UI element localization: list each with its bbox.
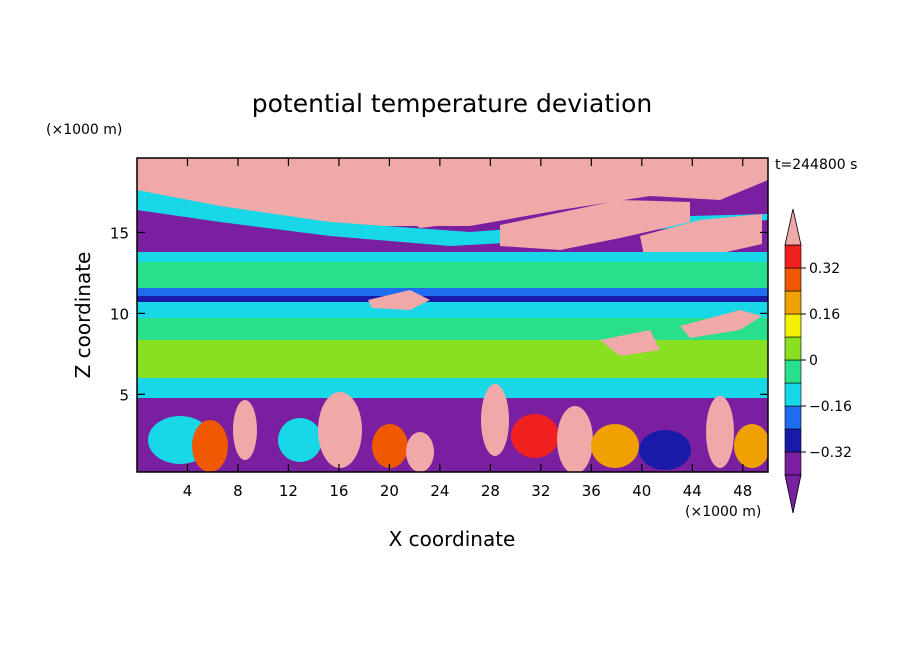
boundary-pink-plume-2 [318,392,362,468]
y-tick-label: 5 [119,386,129,404]
colorbar-band [784,313,802,338]
colorbar-upper-extension [784,208,802,246]
boundary-pink-plume-4 [481,384,509,456]
boundary-amber-eddy [591,424,639,468]
colorbar-tick-label: 0.16 [809,307,840,323]
boundary-pink-plume-3 [406,432,434,472]
boundary-pink-plume-5 [557,406,593,472]
y-axis-label: Z coordinate [71,252,95,379]
colorbar-tick-label: 0 [809,353,818,369]
x-tick-label: 44 [683,482,702,500]
x-tick-label: 16 [329,482,348,500]
mid-navy-stripe [137,296,768,302]
y-axis: 5 10 15 [110,224,768,404]
colorbar-band [784,267,802,292]
near-surface-cyan [137,378,768,398]
x-tick-label: 20 [380,482,399,500]
x-tick-label: 40 [632,482,651,500]
boundary-orange-eddy-2 [372,424,408,468]
mid-green-layer [137,262,768,292]
mid-pink-lens [368,290,430,310]
boundary-orange-eddy-1 [192,420,228,472]
colorbar-band [784,244,802,269]
boundary-navy-eddy [639,430,691,470]
plot-area [137,158,768,472]
time-label: t=244800 s [775,157,857,173]
chart-title: potential temperature deviation [252,89,652,118]
boundary-pink-plume-1 [233,400,257,460]
x-tick-label: 36 [582,482,601,500]
boundary-amber-eddy-2 [734,424,768,468]
x-tick-label: 12 [279,482,298,500]
colorbar-band [784,382,802,407]
colorbar-tick-label: 0.32 [809,261,840,277]
boundary-cyan-eddy-2 [278,418,322,462]
plot-frame [136,157,769,473]
mid-blue-stripe [137,288,768,296]
x-tick-label: 48 [733,482,752,500]
x-tick-label: 32 [531,482,550,500]
boundary-pink-plume-6 [706,396,734,468]
colorbar-band [784,451,802,476]
mid-cyan-layer [137,252,768,262]
colorbar-lower-extension [784,474,802,514]
x-unit-label: (×1000 m) [685,504,761,520]
colorbar-band [784,359,802,384]
y-unit-label: (×1000 m) [46,122,122,138]
colorbar: 0.32 0.16 0 −0.16 −0.32 [784,208,852,514]
pink-patch-east [640,214,762,260]
lower-cyan-layer [137,302,768,318]
x-tick-label: 8 [233,482,243,500]
x-axis: 4 8 12 16 20 24 28 32 36 40 44 48 [183,158,752,500]
x-axis-label: X coordinate [389,527,516,551]
colorbar-band [784,405,802,430]
east-pink-lens [600,330,660,356]
pink-filament [500,200,690,250]
colorbar-band [784,336,802,361]
colorbar-tick-label: −0.16 [809,399,852,415]
y-tick-label: 10 [110,305,129,323]
lower-green-layer [137,318,768,340]
y-tick-label: 15 [110,224,129,242]
pink-plume [380,160,505,228]
colorbar-tick-label: −0.32 [809,445,852,461]
x-tick-label: 24 [430,482,449,500]
colorbar-band [784,428,802,453]
x-tick-label: 4 [183,482,193,500]
boundary-red-eddy [511,414,559,458]
x-tick-label: 28 [481,482,500,500]
east-pink-streak [680,310,762,338]
lower-lime-layer [137,340,768,378]
colorbar-band [784,290,802,315]
